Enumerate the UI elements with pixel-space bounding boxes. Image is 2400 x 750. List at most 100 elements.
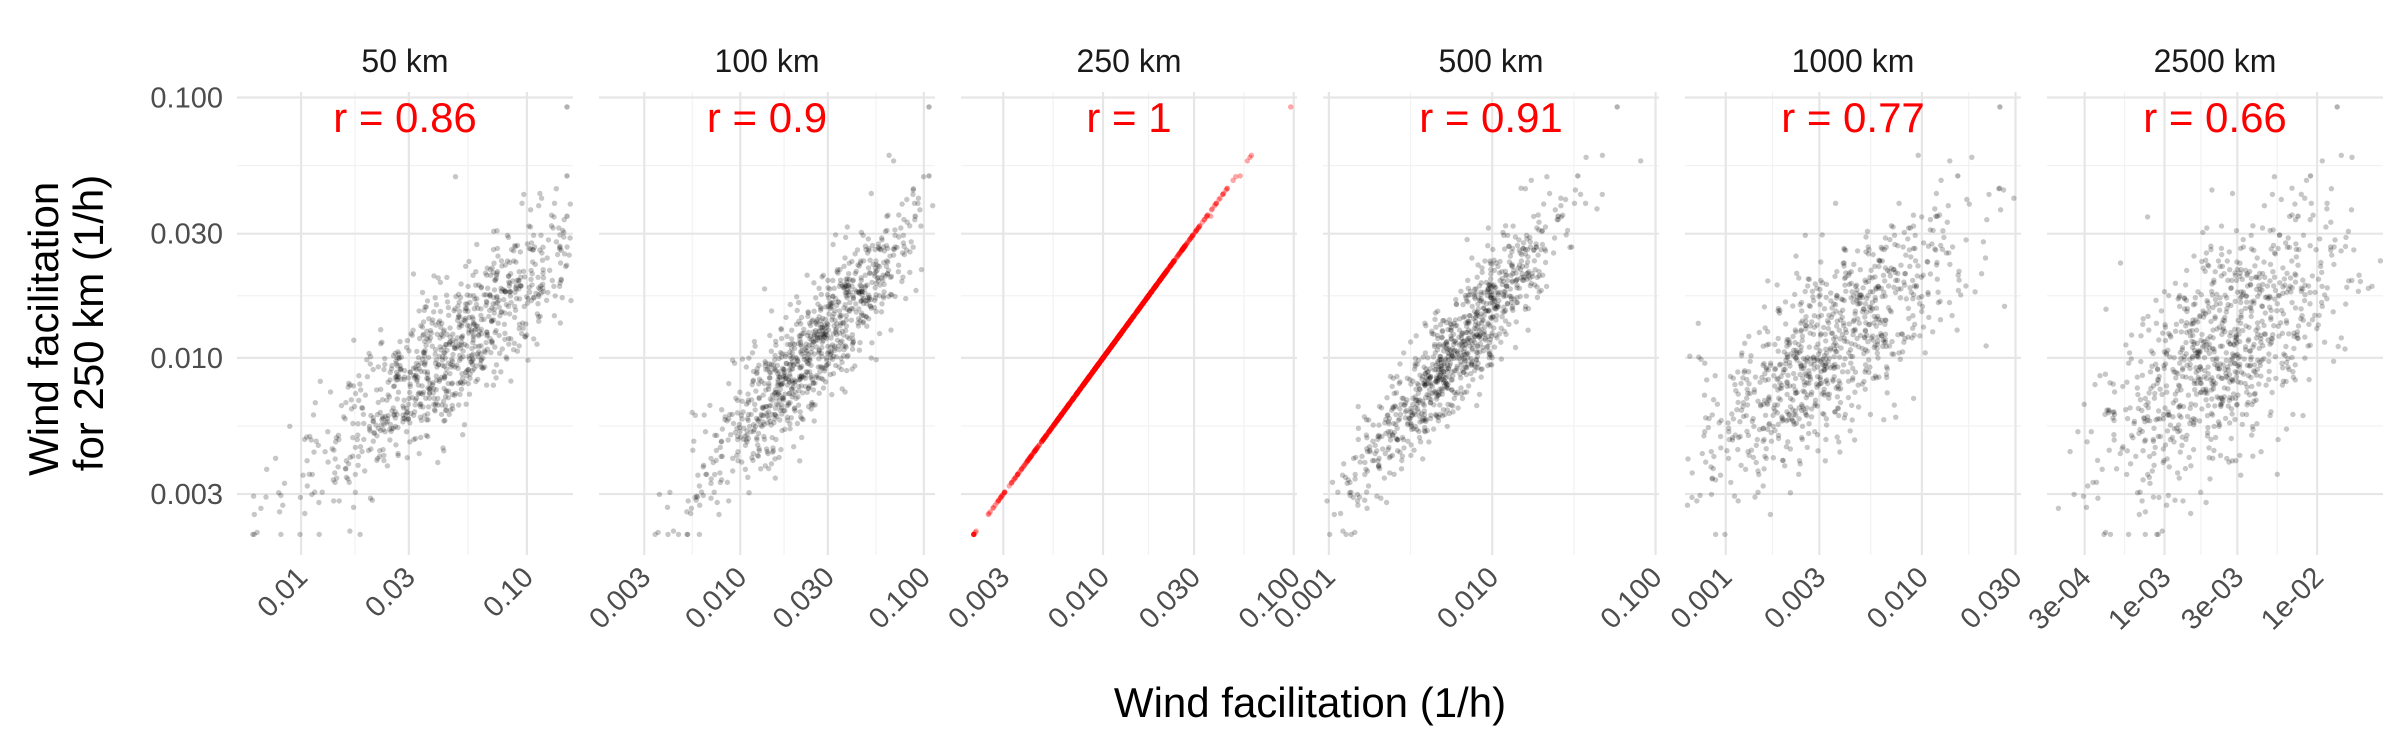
- data-point: [421, 307, 427, 313]
- data-point: [1366, 417, 1372, 423]
- data-point: [521, 191, 527, 198]
- data-point: [406, 395, 412, 402]
- data-point: [860, 297, 866, 303]
- data-point: [846, 276, 853, 282]
- data-point: [866, 247, 872, 253]
- data-point: [1785, 372, 1791, 378]
- data-point: [850, 295, 856, 301]
- data-point: [887, 253, 893, 259]
- data-point: [373, 422, 379, 428]
- x-tick-label: 0.003: [1758, 561, 1832, 635]
- data-point: [872, 265, 879, 271]
- data-point: [1775, 435, 1782, 442]
- data-point: [836, 343, 842, 349]
- data-point: [1363, 489, 1370, 495]
- data-point: [1797, 371, 1803, 378]
- data-point: [469, 345, 475, 352]
- data-point: [461, 422, 468, 428]
- data-point: [781, 373, 787, 379]
- data-point: [1422, 424, 1428, 431]
- data-point: [831, 347, 838, 353]
- data-point: [1733, 388, 1739, 394]
- data-point: [567, 235, 573, 241]
- data-point: [1778, 373, 1784, 380]
- data-point: [424, 375, 430, 381]
- data-point: [322, 449, 328, 455]
- data-point: [2172, 328, 2179, 334]
- data-point: [819, 324, 826, 330]
- data-point: [349, 453, 356, 459]
- data-point: [1538, 287, 1544, 294]
- data-point: [772, 366, 778, 373]
- data-point: [766, 361, 772, 367]
- data-point: [756, 381, 762, 387]
- data-point: [844, 276, 851, 282]
- data-point: [489, 338, 495, 344]
- data-point: [1821, 324, 1827, 331]
- data-point: [760, 405, 766, 412]
- data-point: [1823, 360, 1829, 366]
- data-point: [820, 365, 826, 371]
- data-point: [465, 366, 471, 373]
- data-point: [831, 285, 837, 291]
- data-point: [534, 311, 540, 317]
- data-point: [360, 411, 367, 418]
- data-point: [487, 266, 493, 273]
- data-point: [1510, 223, 1516, 229]
- data-point: [808, 401, 815, 408]
- data-point: [844, 295, 850, 301]
- data-point: [756, 395, 762, 402]
- data-point: [428, 385, 434, 391]
- data-point: [1790, 370, 1797, 377]
- data-point: [716, 511, 722, 518]
- panel-3: 250 kmr = 10.003 0.010 0.030 0.100: [942, 43, 1306, 635]
- data-point: [812, 380, 818, 386]
- data-point: [774, 413, 780, 420]
- data-point: [501, 321, 508, 327]
- data-point: [759, 412, 765, 419]
- data-point: [1501, 309, 1508, 315]
- data-point: [1889, 338, 1895, 345]
- data-point: [825, 277, 831, 283]
- data-point: [352, 390, 359, 397]
- data-point: [433, 357, 439, 363]
- data-point: [499, 346, 505, 352]
- data-point: [821, 331, 828, 337]
- data-point: [890, 158, 897, 164]
- data-point: [507, 280, 513, 286]
- data-point: [522, 274, 528, 280]
- data-point: [867, 257, 873, 263]
- data-point: [2145, 313, 2151, 320]
- data-point: [1738, 380, 1744, 387]
- data-point: [1764, 401, 1771, 408]
- data-point: [469, 352, 475, 359]
- data-point: [561, 217, 567, 223]
- data-point: [744, 432, 750, 438]
- data-point: [1542, 248, 1549, 254]
- data-point: [1735, 446, 1741, 453]
- data-point: [859, 292, 865, 299]
- data-point: [545, 289, 551, 296]
- data-point: [481, 316, 487, 322]
- data-point: [457, 345, 464, 351]
- data-point: [809, 337, 815, 343]
- data-point: [566, 252, 572, 258]
- data-point: [1503, 272, 1509, 278]
- data-point: [424, 328, 430, 334]
- data-point: [1832, 340, 1838, 346]
- data-point: [2209, 187, 2215, 193]
- data-point: [809, 318, 815, 324]
- data-point: [748, 411, 754, 418]
- data-point: [770, 362, 777, 368]
- data-point: [491, 228, 497, 234]
- data-point: [424, 417, 430, 423]
- data-point: [808, 362, 814, 368]
- data-point: [489, 318, 495, 325]
- data-point: [528, 240, 535, 246]
- data-point: [423, 304, 429, 310]
- data-point: [1730, 375, 1737, 381]
- data-point: [1116, 332, 1123, 339]
- data-point: [872, 273, 878, 279]
- data-point: [544, 255, 550, 261]
- data-point: [511, 314, 518, 321]
